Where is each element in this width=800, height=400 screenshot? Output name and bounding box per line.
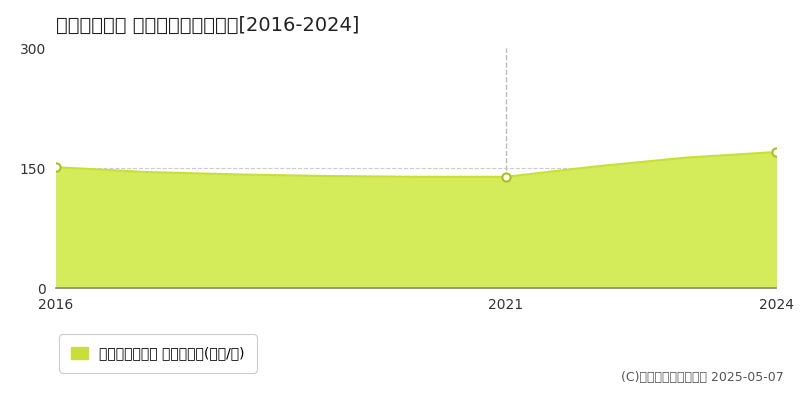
Text: 枚方市川原町 マンション価格推移[2016-2024]: 枚方市川原町 マンション価格推移[2016-2024]: [56, 16, 359, 35]
Point: [499, 174, 513, 180]
Point: [770, 149, 782, 155]
Text: (C)土地価格ドットコム 2025-05-07: (C)土地価格ドットコム 2025-05-07: [622, 371, 784, 384]
Legend: マンション価格 平均坪単価(万円/坪): マンション価格 平均坪単価(万円/坪): [63, 338, 253, 369]
Point: [50, 164, 62, 170]
